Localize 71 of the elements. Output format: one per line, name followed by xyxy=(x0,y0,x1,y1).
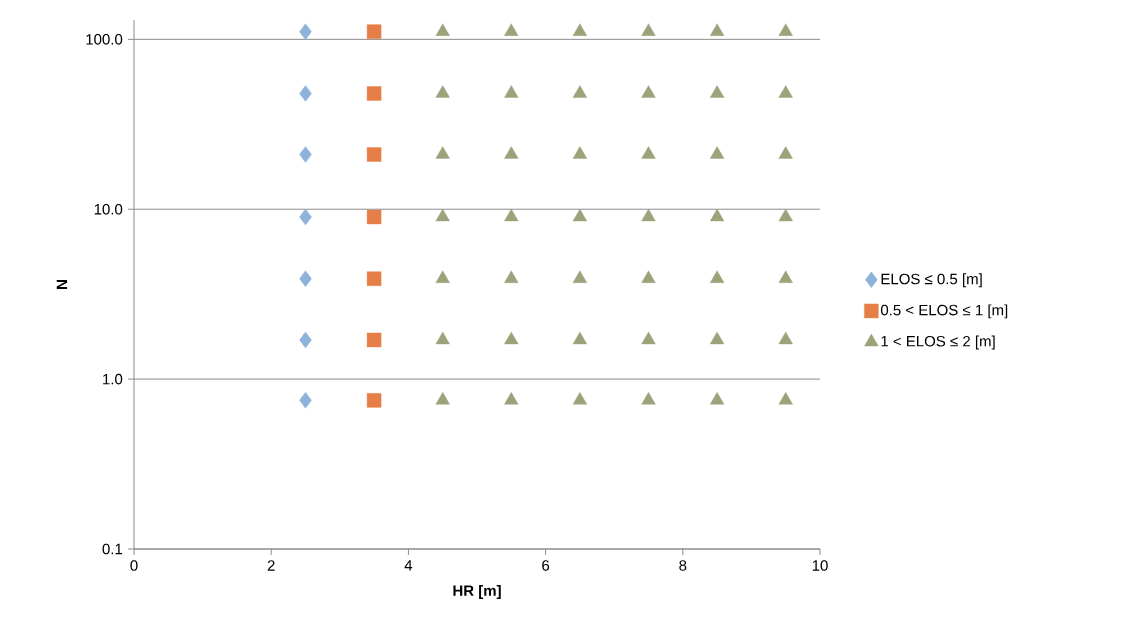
point xyxy=(299,23,312,40)
x-tick-label: 8 xyxy=(679,560,687,571)
y-tick-label: 0.1 xyxy=(102,543,123,555)
point xyxy=(299,270,312,287)
y-tick-label: 100.0 xyxy=(86,34,123,45)
point xyxy=(572,23,588,36)
point xyxy=(299,392,312,409)
point xyxy=(778,85,793,98)
point xyxy=(709,85,725,98)
point xyxy=(366,393,382,408)
point xyxy=(709,208,725,222)
y-tick-label: 1.0 xyxy=(103,373,123,385)
point xyxy=(299,208,312,226)
point xyxy=(572,331,588,345)
point xyxy=(778,208,793,222)
point xyxy=(504,270,519,283)
x-tick-label: 6 xyxy=(542,560,550,571)
point xyxy=(504,23,519,36)
y-axis-title: N xyxy=(56,280,68,289)
y-tick-label: 10.0 xyxy=(94,203,123,215)
point xyxy=(366,332,382,348)
point xyxy=(299,85,312,102)
legend-label: 1 < ELOS ≤ 2 [m] xyxy=(881,335,995,350)
point xyxy=(504,392,519,405)
point xyxy=(709,270,725,283)
point xyxy=(435,23,450,36)
point xyxy=(572,208,588,222)
x-axis-title: HR [m] xyxy=(453,585,501,599)
point xyxy=(435,392,450,405)
point xyxy=(504,85,519,98)
point xyxy=(366,86,382,101)
point xyxy=(299,146,312,163)
point xyxy=(366,209,382,225)
point xyxy=(709,392,725,405)
point xyxy=(641,392,656,405)
x-tick-label: 10 xyxy=(812,560,828,571)
point xyxy=(435,208,450,222)
point xyxy=(641,23,656,36)
legend-label: ELOS ≤ 0.5 [m] xyxy=(881,273,982,288)
point xyxy=(641,85,656,98)
point xyxy=(504,208,519,222)
legend-label: 0.5 < ELOS ≤ 1 [m] xyxy=(880,304,1008,319)
point xyxy=(572,85,588,98)
point xyxy=(778,270,793,283)
x-tick-label: 2 xyxy=(267,560,275,571)
point xyxy=(778,392,793,405)
point xyxy=(641,331,656,345)
point xyxy=(641,208,656,222)
point xyxy=(366,24,382,39)
point xyxy=(435,85,450,98)
point xyxy=(572,270,588,283)
x-tick-label: 4 xyxy=(404,560,413,571)
point xyxy=(709,331,725,345)
point xyxy=(778,23,793,36)
point xyxy=(709,146,725,159)
point xyxy=(778,331,793,345)
point xyxy=(504,146,519,159)
point xyxy=(641,146,656,159)
point xyxy=(299,331,312,349)
point xyxy=(641,270,656,283)
point xyxy=(366,271,382,286)
point xyxy=(435,146,450,159)
point xyxy=(504,331,519,345)
point xyxy=(366,147,382,162)
point xyxy=(435,270,450,283)
x-tick-label: 0 xyxy=(130,560,138,571)
point xyxy=(435,331,450,345)
point xyxy=(778,146,793,159)
point xyxy=(709,23,725,36)
point xyxy=(572,392,588,405)
point xyxy=(572,146,588,159)
